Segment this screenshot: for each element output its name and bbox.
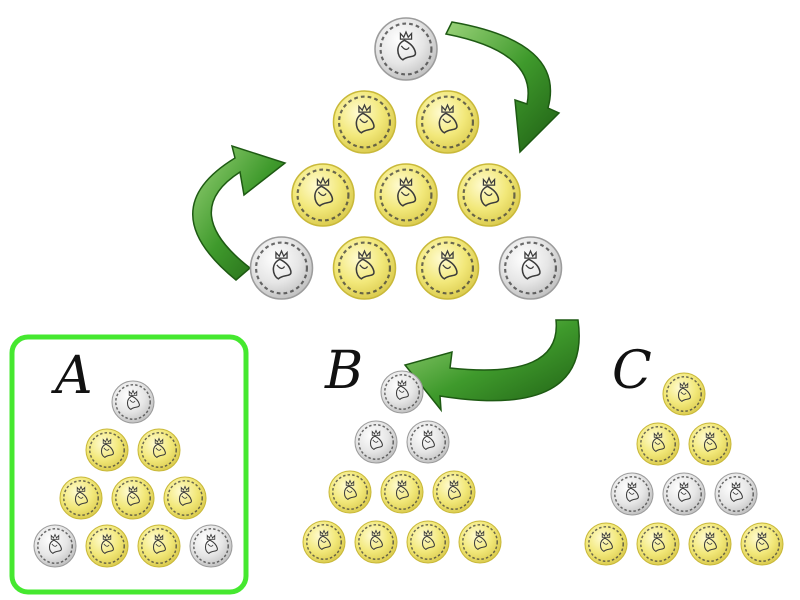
coin-icon [636,522,680,566]
coin-icon [406,420,450,464]
coin-icon [662,472,706,516]
option-a-highlight-box [9,334,249,595]
option-c-label[interactable]: C [612,341,652,401]
coin-icon [610,472,654,516]
coin-icon [406,520,450,564]
main-triangle [249,17,563,300]
coin-icon [163,476,207,520]
coin-icon [636,422,680,466]
coin-icon [59,476,103,520]
coin-icon [354,420,398,464]
coin-icon [498,236,563,300]
coin-icon [111,380,155,424]
coin-icon [137,428,181,472]
curved-arrow-icon [444,21,561,154]
coin-icon [33,524,77,568]
coin-icon [415,236,480,300]
arrow-top-right [444,21,561,154]
coin-icon [249,236,314,300]
coin-icon [458,520,502,564]
coin-icon [688,422,732,466]
coin-icon [137,524,181,568]
option-b-triangle[interactable] [302,370,502,564]
option-a-triangle[interactable] [33,380,233,568]
coin-icon [111,476,155,520]
coin-icon [380,370,424,414]
coin-icon [328,470,372,514]
coin-icon [374,17,438,81]
coin-icon [332,90,397,154]
coin-icon [332,236,397,300]
option-b-label[interactable]: B [325,341,364,401]
curved-arrow-icon [192,144,287,281]
curved-arrow-icon [403,319,580,413]
option-a-label[interactable]: A [55,346,93,406]
arrow-bottom [403,319,580,413]
coin-icon [354,520,398,564]
option-c-triangle[interactable] [584,372,784,566]
coin-icon [85,428,129,472]
coin-icon [714,472,758,516]
coin-icon [291,163,355,227]
coin-icon [374,163,438,227]
coin-icon [662,372,706,416]
coin-icon [432,470,476,514]
coin-icon [302,520,346,564]
coin-icon [380,470,424,514]
coin-icon [584,522,628,566]
coin-icon [688,522,732,566]
coin-icon [457,163,521,227]
coin-icon [740,522,784,566]
coin-icon [85,524,129,568]
arrow-left [192,144,287,281]
coin-icon [189,524,233,568]
coin-icon [415,90,480,154]
